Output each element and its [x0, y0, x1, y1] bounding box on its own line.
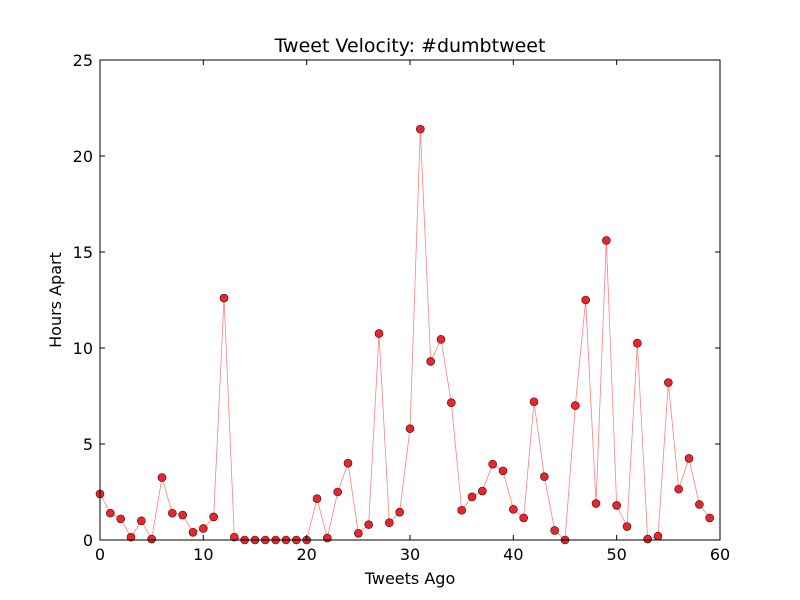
- y-axis: 0 5 10 15 20 25: [73, 51, 720, 550]
- x-tick-label: 20: [296, 545, 316, 564]
- data-point: [157, 473, 167, 482]
- data-point: [540, 472, 549, 481]
- data-point: [457, 505, 466, 515]
- data-point: [374, 329, 384, 338]
- data-point: [405, 424, 415, 433]
- data-point: [550, 526, 559, 535]
- x-tick-label: 40: [503, 545, 523, 564]
- data-point: [664, 378, 673, 387]
- plot-frame: [99, 59, 721, 541]
- data-point: [106, 508, 115, 518]
- series-line: [99, 129, 710, 541]
- data-point: [529, 397, 539, 407]
- data-point: [478, 486, 487, 496]
- x-tick-label: 10: [193, 545, 213, 564]
- data-point: [137, 516, 146, 526]
- data-point: [188, 528, 198, 537]
- data-point: [436, 335, 446, 344]
- data-point: [684, 454, 694, 463]
- data-point: [209, 512, 218, 522]
- plot-lines: [99, 129, 710, 541]
- data-point: [674, 484, 683, 494]
- data-point: [571, 401, 580, 410]
- data-point: [426, 357, 435, 366]
- data-point: [343, 458, 353, 468]
- y-tick-label: 25: [73, 51, 93, 70]
- data-point: [581, 295, 590, 305]
- data-point: [116, 514, 125, 524]
- data-point: [498, 466, 508, 476]
- data-point: [199, 524, 208, 533]
- data-point: [488, 459, 497, 469]
- data-point: [447, 398, 456, 408]
- data-point: [633, 338, 642, 348]
- data-point: [178, 510, 187, 520]
- data-point: [323, 533, 332, 543]
- y-tick-label: 20: [73, 147, 93, 166]
- x-tick-label: 60: [710, 545, 730, 564]
- data-point: [509, 504, 518, 514]
- data-point: [643, 534, 652, 544]
- chart-title: Tweet Velocity: #dumbtweet: [274, 35, 546, 57]
- x-axis: 0 10 20 30 40 50 60: [95, 60, 730, 564]
- data-point: [705, 513, 714, 523]
- data-point: [612, 501, 621, 510]
- data-point: [602, 236, 611, 245]
- data-point: [416, 124, 425, 134]
- data-point: [354, 528, 363, 538]
- data-point: [230, 532, 239, 542]
- x-axis-label: Tweets Ago: [364, 569, 455, 588]
- data-point: [219, 293, 229, 303]
- data-point: [168, 508, 177, 518]
- y-tick-label: 10: [73, 339, 93, 358]
- data-point: [622, 522, 632, 531]
- y-tick-label: 15: [73, 243, 93, 262]
- plot-markers: [95, 124, 714, 545]
- data-point: [385, 518, 394, 528]
- x-tick-label: 30: [400, 545, 420, 564]
- y-tick-label: 5: [83, 435, 93, 454]
- data-point: [333, 487, 342, 497]
- y-tick-label: 0: [83, 531, 93, 550]
- x-tick-label: 0: [95, 545, 105, 564]
- data-point: [312, 494, 322, 504]
- y-axis-label: Hours Apart: [46, 252, 65, 348]
- data-point: [395, 507, 404, 517]
- data-point: [519, 513, 528, 523]
- data-point: [364, 520, 373, 529]
- x-tick-label: 50: [606, 545, 626, 564]
- data-point: [467, 492, 477, 502]
- data-point: [653, 531, 663, 541]
- data-point: [695, 500, 704, 509]
- data-point: [126, 532, 136, 542]
- data-point: [591, 499, 601, 508]
- data-point: [147, 534, 156, 544]
